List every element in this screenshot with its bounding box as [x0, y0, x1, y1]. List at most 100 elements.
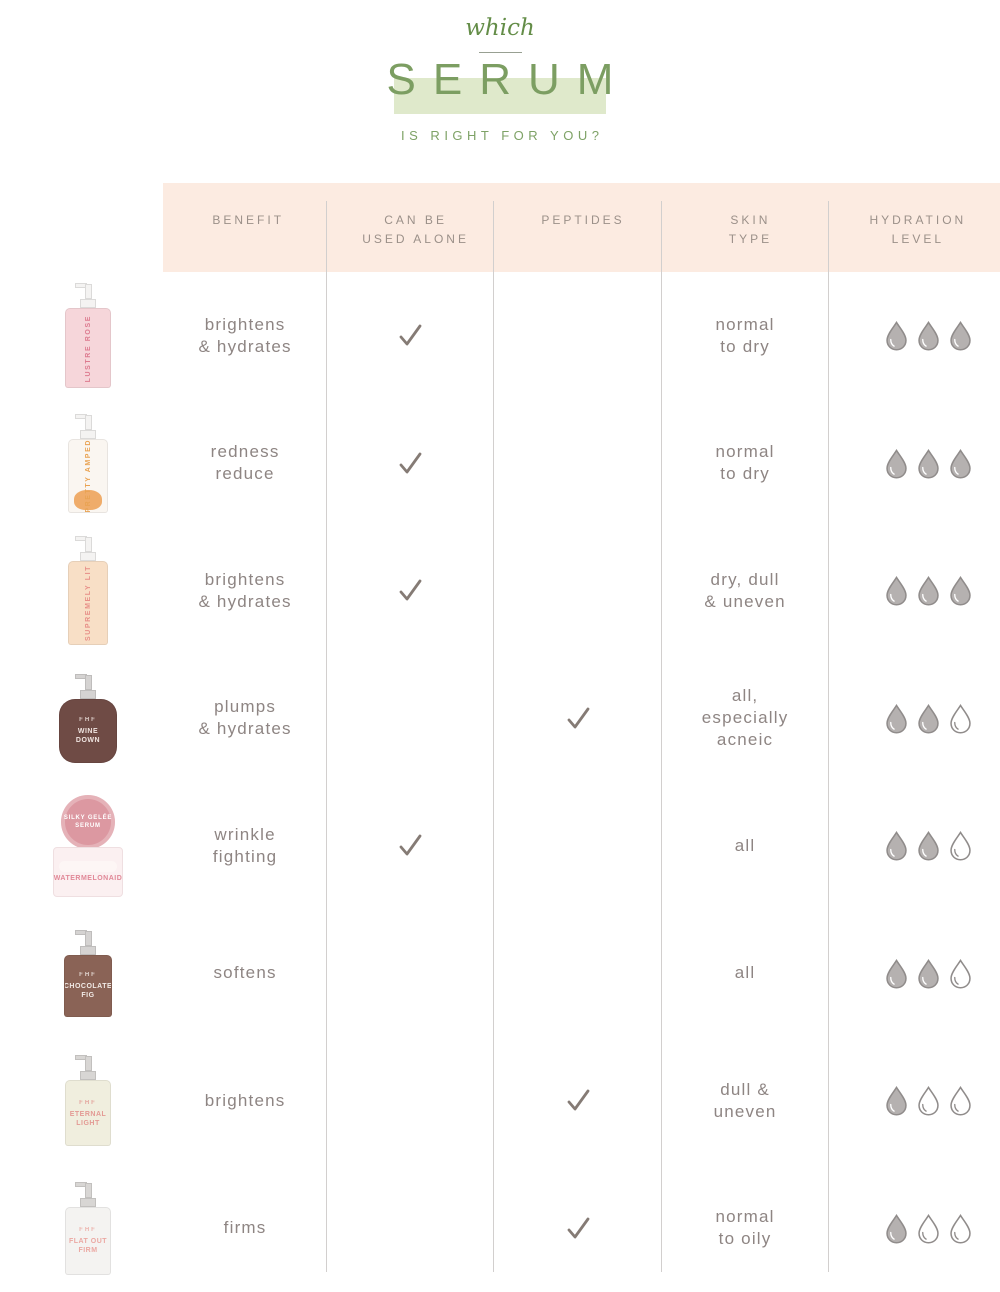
- jar-lid-label-line: SILKY GELÉE: [63, 814, 113, 821]
- skin-type-cell: normal to dry: [661, 272, 828, 400]
- product-image-chocolate-fig: FHF CHOCOLATE FIG: [64, 929, 112, 1017]
- bottle-body: FHF CHOCOLATE FIG: [64, 954, 112, 1017]
- hydration-level-cell: [828, 1165, 1000, 1292]
- benefit-text: redness reduce: [211, 441, 279, 485]
- skin-type-line: acneic: [716, 730, 774, 750]
- skin-type-line: uneven: [713, 1101, 777, 1121]
- hydration-drop-filled-icon: [947, 448, 974, 479]
- peptides-cell: [494, 1165, 661, 1292]
- checkmark-svg: [399, 579, 422, 601]
- pump-cap: [74, 283, 102, 300]
- skin-type-cell: dry, dull & uneven: [661, 527, 828, 655]
- can-be-used-alone-cell: [326, 527, 494, 655]
- column-header-line: TYPE: [728, 232, 773, 246]
- product-label-line: FHF: [79, 972, 97, 979]
- peptides-cell: [494, 272, 661, 400]
- column-header-line: LEVEL: [891, 232, 944, 246]
- product-cell: FHF WINE DOWN: [0, 655, 176, 783]
- skin-type-cell: normal to dry: [661, 400, 828, 528]
- product-image-flat-out-firm: FHF FLAT OUT FIRM: [65, 1181, 111, 1275]
- pump-collar: [80, 945, 96, 955]
- benefit-cell: brightens: [163, 1037, 326, 1165]
- benefit-line: brightens: [204, 569, 286, 589]
- product-cell: SILKY GELÉE SERUM WATERMELONAID: [0, 782, 176, 910]
- peptides-cell: [494, 655, 661, 783]
- jar-body: WATERMELONAID: [53, 846, 123, 897]
- bottle-body: LUSTRE ROSE: [65, 308, 111, 389]
- benefit-text: wrinkle fighting: [213, 824, 276, 868]
- hydration-drop-filled-icon: [915, 830, 942, 861]
- pump-collar: [80, 552, 96, 562]
- benefit-text: brightens: [205, 1090, 285, 1112]
- can-be-used-alone-cell: [326, 1037, 494, 1165]
- hydration-drop-empty-icon: [947, 1085, 974, 1116]
- checkmark-icon: [395, 322, 425, 349]
- skin-type-text: all, especially acneic: [702, 685, 787, 751]
- column-header-benefit: BENEFIT: [163, 183, 330, 272]
- product-image-pretty-amped: PRETTY AMPED: [68, 413, 108, 513]
- skin-type-cell: all: [661, 910, 828, 1038]
- column-header-line: USED ALONE: [362, 232, 469, 246]
- product-image-lustre-rose: LUSTRE ROSE: [65, 283, 111, 389]
- checkmark-icon: [395, 832, 425, 859]
- hydration-level-cell: [828, 910, 1000, 1038]
- hydration-level-cell: [828, 272, 1000, 400]
- hydration-drop-filled-icon: [883, 703, 910, 734]
- hydration-level-cell: [828, 527, 1000, 655]
- table-row-watermelonaid: SILKY GELÉE SERUM WATERMELONAID wrinkle fig…: [0, 782, 1000, 910]
- product-cell: FHF FLAT OUT FIRM: [0, 1165, 176, 1292]
- skin-type-text: dry, dull & uneven: [704, 569, 784, 613]
- checkmark-svg: [567, 707, 589, 729]
- peptides-cell: [494, 910, 661, 1038]
- checkmark-icon: [563, 1215, 593, 1242]
- hydration-drop-filled-icon: [883, 958, 910, 989]
- product-label-line: WINE: [77, 728, 99, 736]
- product-image-eternal-light: FHF ETERNAL LIGHT: [65, 1055, 111, 1147]
- benefit-cell: softens: [163, 910, 326, 1038]
- column-header-peptides: PEPTIDES: [498, 183, 665, 272]
- column-header-can-be-used-alone: CAN BE USED ALONE: [330, 183, 497, 272]
- skin-type-line: all: [734, 963, 756, 983]
- product-cell: LUSTRE ROSE: [0, 272, 176, 400]
- hydration-level-cell: [828, 1037, 1000, 1165]
- hydration-drop-filled-icon: [883, 1085, 910, 1116]
- bottle-body: FHF FLAT OUT FIRM: [65, 1206, 111, 1275]
- benefit-line: & hydrates: [198, 591, 292, 611]
- pump-cap: [74, 1181, 102, 1198]
- product-label: FHF WINE DOWN: [76, 716, 100, 745]
- pump-stem: [85, 1182, 92, 1198]
- hydration-drop-empty-icon: [947, 958, 974, 989]
- product-label-line: FIRM: [78, 1247, 98, 1255]
- product-label: LUSTRE ROSE: [84, 314, 92, 382]
- column-header-line: HYDRATION: [869, 213, 967, 227]
- column-divider: [493, 201, 494, 1272]
- pump-cap: [74, 673, 102, 690]
- product-image-watermelonaid: SILKY GELÉE SERUM WATERMELONAID: [51, 794, 125, 897]
- column-header-line: SKIN: [730, 213, 771, 227]
- skin-type-cell: all: [661, 782, 828, 910]
- benefit-line: & hydrates: [198, 336, 292, 356]
- hydration-drop-filled-icon: [883, 575, 910, 606]
- product-label-line: FLAT OUT: [68, 1238, 108, 1246]
- benefit-cell: wrinkle fighting: [163, 782, 326, 910]
- benefit-line: brightens: [204, 314, 286, 334]
- hydration-drop-filled-icon: [883, 830, 910, 861]
- pump-collar: [80, 689, 96, 699]
- product-cell: SUPREMELY LIT: [0, 527, 176, 655]
- benefit-line: wrinkle: [214, 824, 276, 844]
- can-be-used-alone-cell: [326, 782, 494, 910]
- hydration-drop-filled-icon: [915, 958, 942, 989]
- product-label-line: DOWN: [75, 737, 101, 745]
- checkmark-svg: [567, 1089, 589, 1111]
- checkmark-icon: [563, 705, 593, 732]
- pump-cap: [74, 929, 102, 946]
- pump-collar: [80, 1071, 96, 1081]
- product-label-line: FIG: [81, 992, 95, 1000]
- skin-type-line: all: [734, 835, 756, 855]
- page-title: SERUM: [0, 58, 1000, 102]
- benefit-cell: redness reduce: [163, 400, 326, 528]
- hydration-drop-filled-icon: [915, 448, 942, 479]
- bottle-body: SUPREMELY LIT: [68, 561, 108, 646]
- product-label-line: ETERNAL: [69, 1110, 107, 1118]
- jar-cream: [59, 860, 117, 872]
